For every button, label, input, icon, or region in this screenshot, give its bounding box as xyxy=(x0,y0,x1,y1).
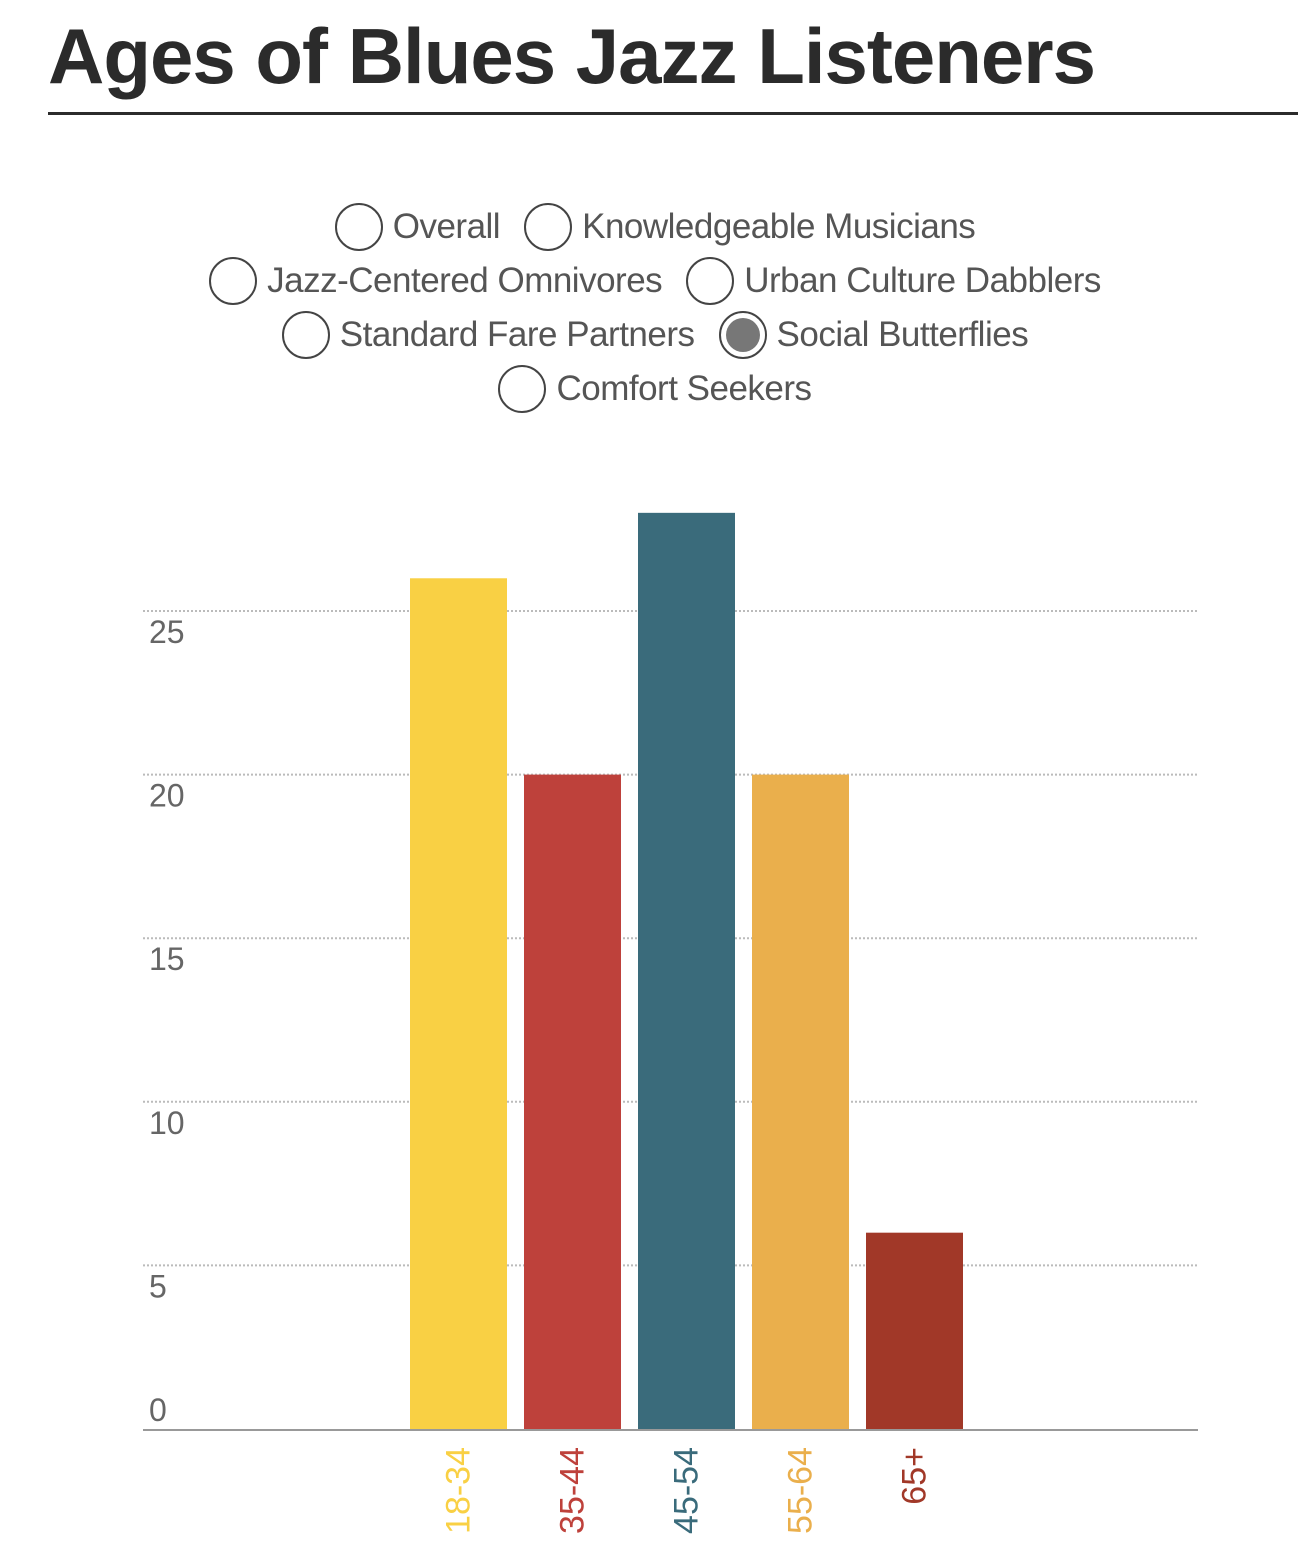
filter-option-label: Jazz-Centered Omnivores xyxy=(267,261,663,300)
y-tick-label: 25 xyxy=(149,614,185,650)
filter-row: Standard Fare Partners Social Butterflies xyxy=(281,308,1029,362)
bar-65+[interactable] xyxy=(866,1232,963,1429)
filter-row: Comfort Seekers xyxy=(498,362,812,416)
radio-button[interactable] xyxy=(334,203,383,251)
bar-35-44[interactable] xyxy=(524,774,621,1429)
bar-55-64[interactable] xyxy=(752,774,849,1429)
radio-button[interactable] xyxy=(524,203,573,251)
radio-button[interactable] xyxy=(718,311,767,359)
x-tick-label: 45-54 xyxy=(668,1447,706,1534)
title-divider xyxy=(48,112,1298,115)
y-tick-label: 20 xyxy=(149,778,185,814)
filter-option-label: Standard Fare Partners xyxy=(339,315,695,354)
filter-option-standard-fare-partners[interactable]: Standard Fare Partners xyxy=(281,311,695,359)
y-tick-label: 10 xyxy=(149,1105,185,1141)
page-title: Ages of Blues Jazz Listeners xyxy=(48,12,1096,100)
filter-row: Jazz-Centered Omnivores Urban Culture Dab… xyxy=(209,254,1101,308)
radio-button[interactable] xyxy=(209,257,258,305)
filter-option-label: Comfort Seekers xyxy=(556,369,812,408)
filter-option-social-butterflies[interactable]: Social Butterflies xyxy=(718,311,1029,359)
x-tick-label: 55-64 xyxy=(782,1447,820,1534)
y-tick-label: 0 xyxy=(149,1392,167,1428)
x-tick-label: 65+ xyxy=(896,1447,934,1505)
y-axis-ticks: 0 5 10 15 20 25 xyxy=(149,614,185,1428)
filter-row: Overall Knowledgeable Musicians xyxy=(334,200,976,254)
filter-option-label: Overall xyxy=(392,207,501,246)
y-tick-label: 5 xyxy=(149,1268,167,1304)
filter-option-label: Knowledgeable Musicians xyxy=(582,207,976,246)
y-tick-label: 15 xyxy=(149,941,185,977)
radio-button[interactable] xyxy=(281,311,330,359)
x-tick-label: 35-44 xyxy=(554,1447,592,1534)
radio-selected-dot xyxy=(725,318,760,352)
filter-option-label: Social Butterflies xyxy=(776,315,1029,354)
filter-option-knowledgeable-musicians[interactable]: Knowledgeable Musicians xyxy=(524,203,976,251)
x-axis-labels: 18-34 35-44 45-54 55-64 65+ xyxy=(440,1447,934,1534)
filter-option-urban-culture-dabblers[interactable]: Urban Culture Dabblers xyxy=(686,257,1101,305)
filter-option-comfort-seekers[interactable]: Comfort Seekers xyxy=(498,365,812,413)
radio-button[interactable] xyxy=(498,365,547,413)
chart-bars xyxy=(410,512,963,1429)
bar-18-34[interactable] xyxy=(410,578,507,1429)
filter-option-jazz-centered-omnivores[interactable]: Jazz-Centered Omnivores xyxy=(209,257,663,305)
x-tick-label: 18-34 xyxy=(440,1447,478,1534)
filter-option-overall[interactable]: Overall xyxy=(334,203,501,251)
segment-filter-radio-group: Overall Knowledgeable Musicians Jazz-Cente… xyxy=(0,200,1310,416)
radio-button[interactable] xyxy=(686,257,735,305)
filter-option-label: Urban Culture Dabblers xyxy=(744,261,1101,300)
bar-45-54[interactable] xyxy=(638,512,735,1429)
